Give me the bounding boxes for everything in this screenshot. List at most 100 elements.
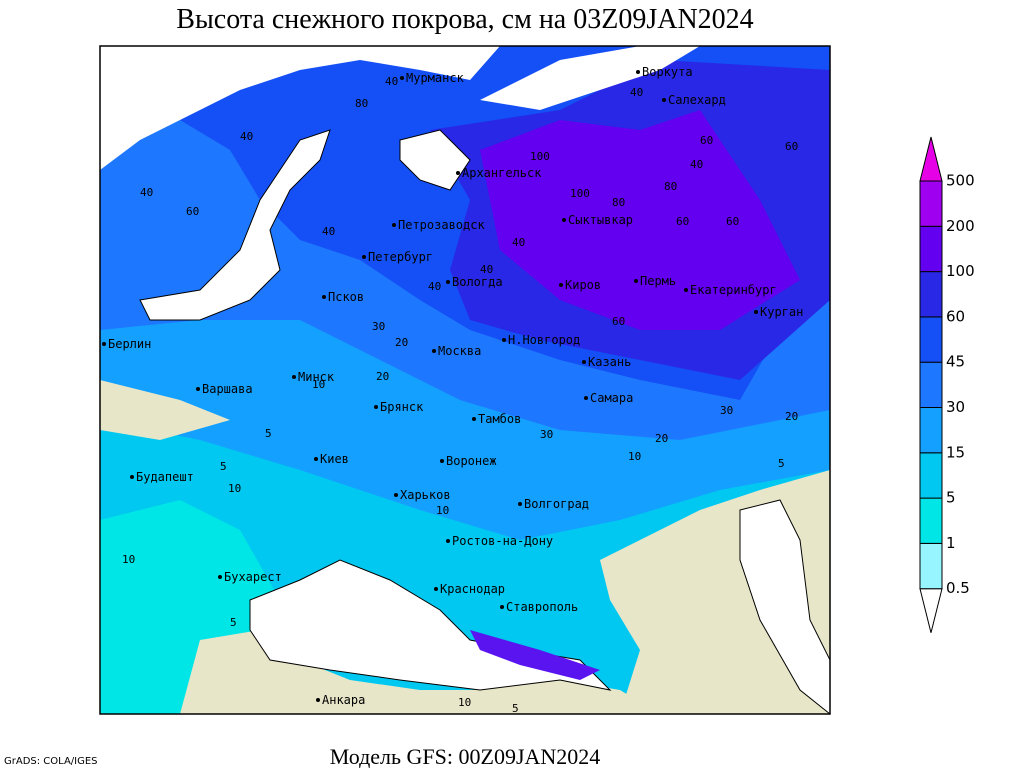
city-dot — [559, 283, 563, 287]
city-label: Тамбов — [478, 412, 521, 426]
colorbar-cap — [919, 588, 943, 633]
city-label: Курган — [760, 305, 803, 319]
city-label: Архангельск — [462, 166, 542, 180]
arctic-sea — [100, 46, 500, 170]
contour-label: 10 — [436, 504, 449, 517]
city-dot — [456, 171, 460, 175]
city-label: Киров — [565, 278, 601, 292]
city-label: Псков — [328, 290, 364, 304]
colorbar-bin — [919, 225, 943, 273]
city-dot — [562, 218, 566, 222]
contour-label: 40 — [512, 236, 525, 249]
colorbar-label: 200 — [946, 217, 975, 235]
city-label: Бухарест — [224, 570, 282, 584]
contour-label: 80 — [664, 180, 677, 193]
contour-label: 40 — [690, 158, 703, 171]
city-dot — [446, 539, 450, 543]
contour-label: 80 — [355, 97, 368, 110]
city-label: Краснодар — [440, 582, 505, 596]
city-dot — [662, 98, 666, 102]
city-label: Екатеринбург — [690, 283, 777, 297]
contour-label: 40 — [322, 225, 335, 238]
snow-zone — [470, 630, 600, 680]
contour-label: 30 — [372, 320, 385, 333]
colorbar-label: 60 — [946, 307, 965, 325]
colorbar-label: 0.5 — [946, 579, 970, 597]
city-label: Пермь — [640, 274, 676, 288]
contour-label: 60 — [700, 134, 713, 147]
city-dot — [502, 338, 506, 342]
contour-label: 100 — [530, 150, 550, 163]
contour-label: 60 — [785, 140, 798, 153]
colorbar-label: 45 — [946, 353, 965, 371]
contour-label: 60 — [612, 315, 625, 328]
city-label: Будапешт — [136, 470, 194, 484]
colorbar-label: 30 — [946, 398, 965, 416]
baltic-sea — [139, 129, 331, 321]
city-label: Н.Новгород — [508, 333, 580, 347]
city-dot — [518, 502, 522, 506]
contour-label: 10 — [312, 378, 325, 391]
contour-label: 80 — [612, 196, 625, 209]
colorbar-label: 100 — [946, 262, 975, 280]
city-dot — [472, 417, 476, 421]
city-label: Анкара — [322, 693, 365, 707]
city-label: Варшава — [202, 382, 253, 396]
map-frame — [99, 45, 831, 715]
contour-label: 40 — [240, 130, 253, 143]
city-dot — [292, 375, 296, 379]
city-dot — [374, 405, 378, 409]
contour-label: 40 — [385, 75, 398, 88]
city-label: Киев — [320, 452, 349, 466]
colorbar-bin — [919, 180, 943, 227]
contour-label: 10 — [228, 482, 241, 495]
contour-label: 5 — [512, 702, 519, 715]
colorbar-bin — [919, 316, 943, 363]
colorbar-label: 1 — [946, 534, 956, 552]
arctic-sea — [480, 46, 700, 110]
city-label: Ставрополь — [506, 600, 578, 614]
colorbar-bin — [919, 407, 943, 454]
contour-label: 40 — [480, 263, 493, 276]
city-dot — [322, 295, 326, 299]
contour-label: 5 — [230, 616, 237, 629]
city-dot — [432, 349, 436, 353]
city-dot — [500, 605, 504, 609]
colorbar-bin — [919, 452, 943, 499]
city-dot — [394, 493, 398, 497]
colorbar-bin — [919, 542, 943, 590]
city-label: Сыктывкар — [568, 213, 633, 227]
city-label: Минск — [298, 370, 335, 384]
contour-label: 20 — [376, 370, 389, 383]
city-dot — [754, 310, 758, 314]
city-dot — [636, 70, 640, 74]
city-label: Воронеж — [446, 454, 497, 468]
city-label: Самара — [590, 391, 633, 405]
contour-label: 30 — [540, 428, 553, 441]
colorbar-bin — [919, 271, 943, 318]
city-label: Воркута — [642, 65, 693, 79]
city-dot — [584, 396, 588, 400]
city-dot — [316, 698, 320, 702]
contour-label: 20 — [785, 410, 798, 423]
city-dot — [362, 255, 366, 259]
contour-label: 60 — [186, 205, 199, 218]
contour-label: 10 — [628, 450, 641, 463]
contour-label: 5 — [265, 427, 272, 440]
city-dot — [446, 280, 450, 284]
bare-land — [180, 630, 660, 714]
contour-label: 10 — [458, 696, 471, 709]
city-label: Ростов-на-Дону — [452, 534, 553, 548]
contour-label: 100 — [570, 187, 590, 200]
snow-zone — [480, 110, 800, 330]
city-label: Берлин — [108, 337, 151, 351]
colorbar-label: 15 — [946, 443, 965, 461]
city-label: Волгоград — [524, 497, 589, 511]
city-dot — [314, 457, 318, 461]
credit: GrADS: COLA/IGES — [4, 756, 98, 767]
city-dot — [218, 575, 222, 579]
city-label: Мурманск — [406, 71, 465, 85]
city-label: Москва — [438, 344, 481, 358]
contour-labels: 40 80 60 100 40 40 40 60 60 40 100 60 80… — [122, 75, 798, 715]
